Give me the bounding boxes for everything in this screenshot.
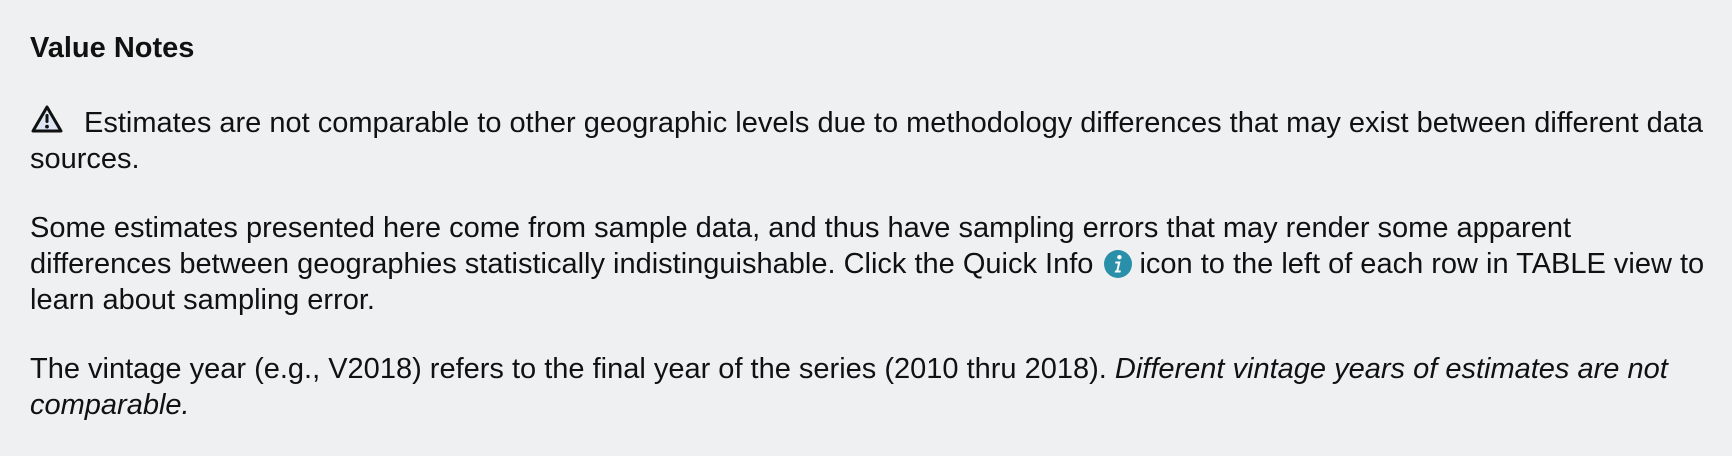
quick-info-icon xyxy=(1103,249,1133,279)
value-notes-section: Value Notes Estimates are not comparable… xyxy=(30,30,1710,456)
sampling-note-text-end: icon to the left of each row in TABLE vi… xyxy=(30,248,1705,316)
warning-note: Estimates are not comparable to other ge… xyxy=(30,104,1710,177)
sampling-note-text: Some estimates presented here come from … xyxy=(30,212,1572,280)
warning-triangle-icon xyxy=(30,104,64,134)
vintage-note-emphasis: Different vintage years of estimates are… xyxy=(30,353,1668,421)
sampling-note: Some estimates presented here come from … xyxy=(30,210,1710,318)
vintage-note-text: The vintage year (e.g., V2018) refers to… xyxy=(30,353,1107,385)
warning-note-text: Estimates are not comparable to other ge… xyxy=(30,107,1704,175)
vintage-note: The vintage year (e.g., V2018) refers to… xyxy=(30,351,1710,423)
value-notes-heading: Value Notes xyxy=(30,32,195,64)
